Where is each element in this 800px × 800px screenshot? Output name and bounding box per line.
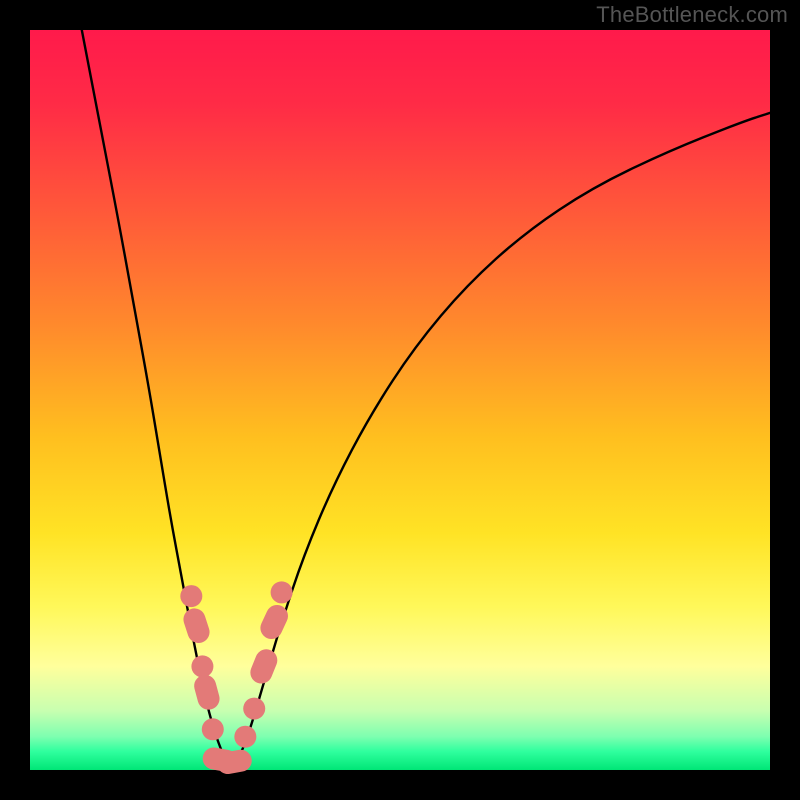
marker-dot [191, 655, 213, 677]
marker-capsule [181, 606, 213, 646]
marker-dot [180, 585, 202, 607]
curve-layer [30, 30, 770, 770]
marker-dot [202, 718, 224, 740]
watermark-text: TheBottleneck.com [596, 2, 788, 28]
marker-capsule [247, 646, 281, 687]
marker-dot [234, 726, 256, 748]
plot-area [30, 30, 770, 770]
curve-left-branch [82, 30, 231, 767]
marker-capsule [192, 672, 222, 712]
marker-group [180, 581, 292, 775]
marker-dot [271, 581, 293, 603]
curve-right-branch [231, 113, 770, 767]
marker-dot [243, 698, 265, 720]
